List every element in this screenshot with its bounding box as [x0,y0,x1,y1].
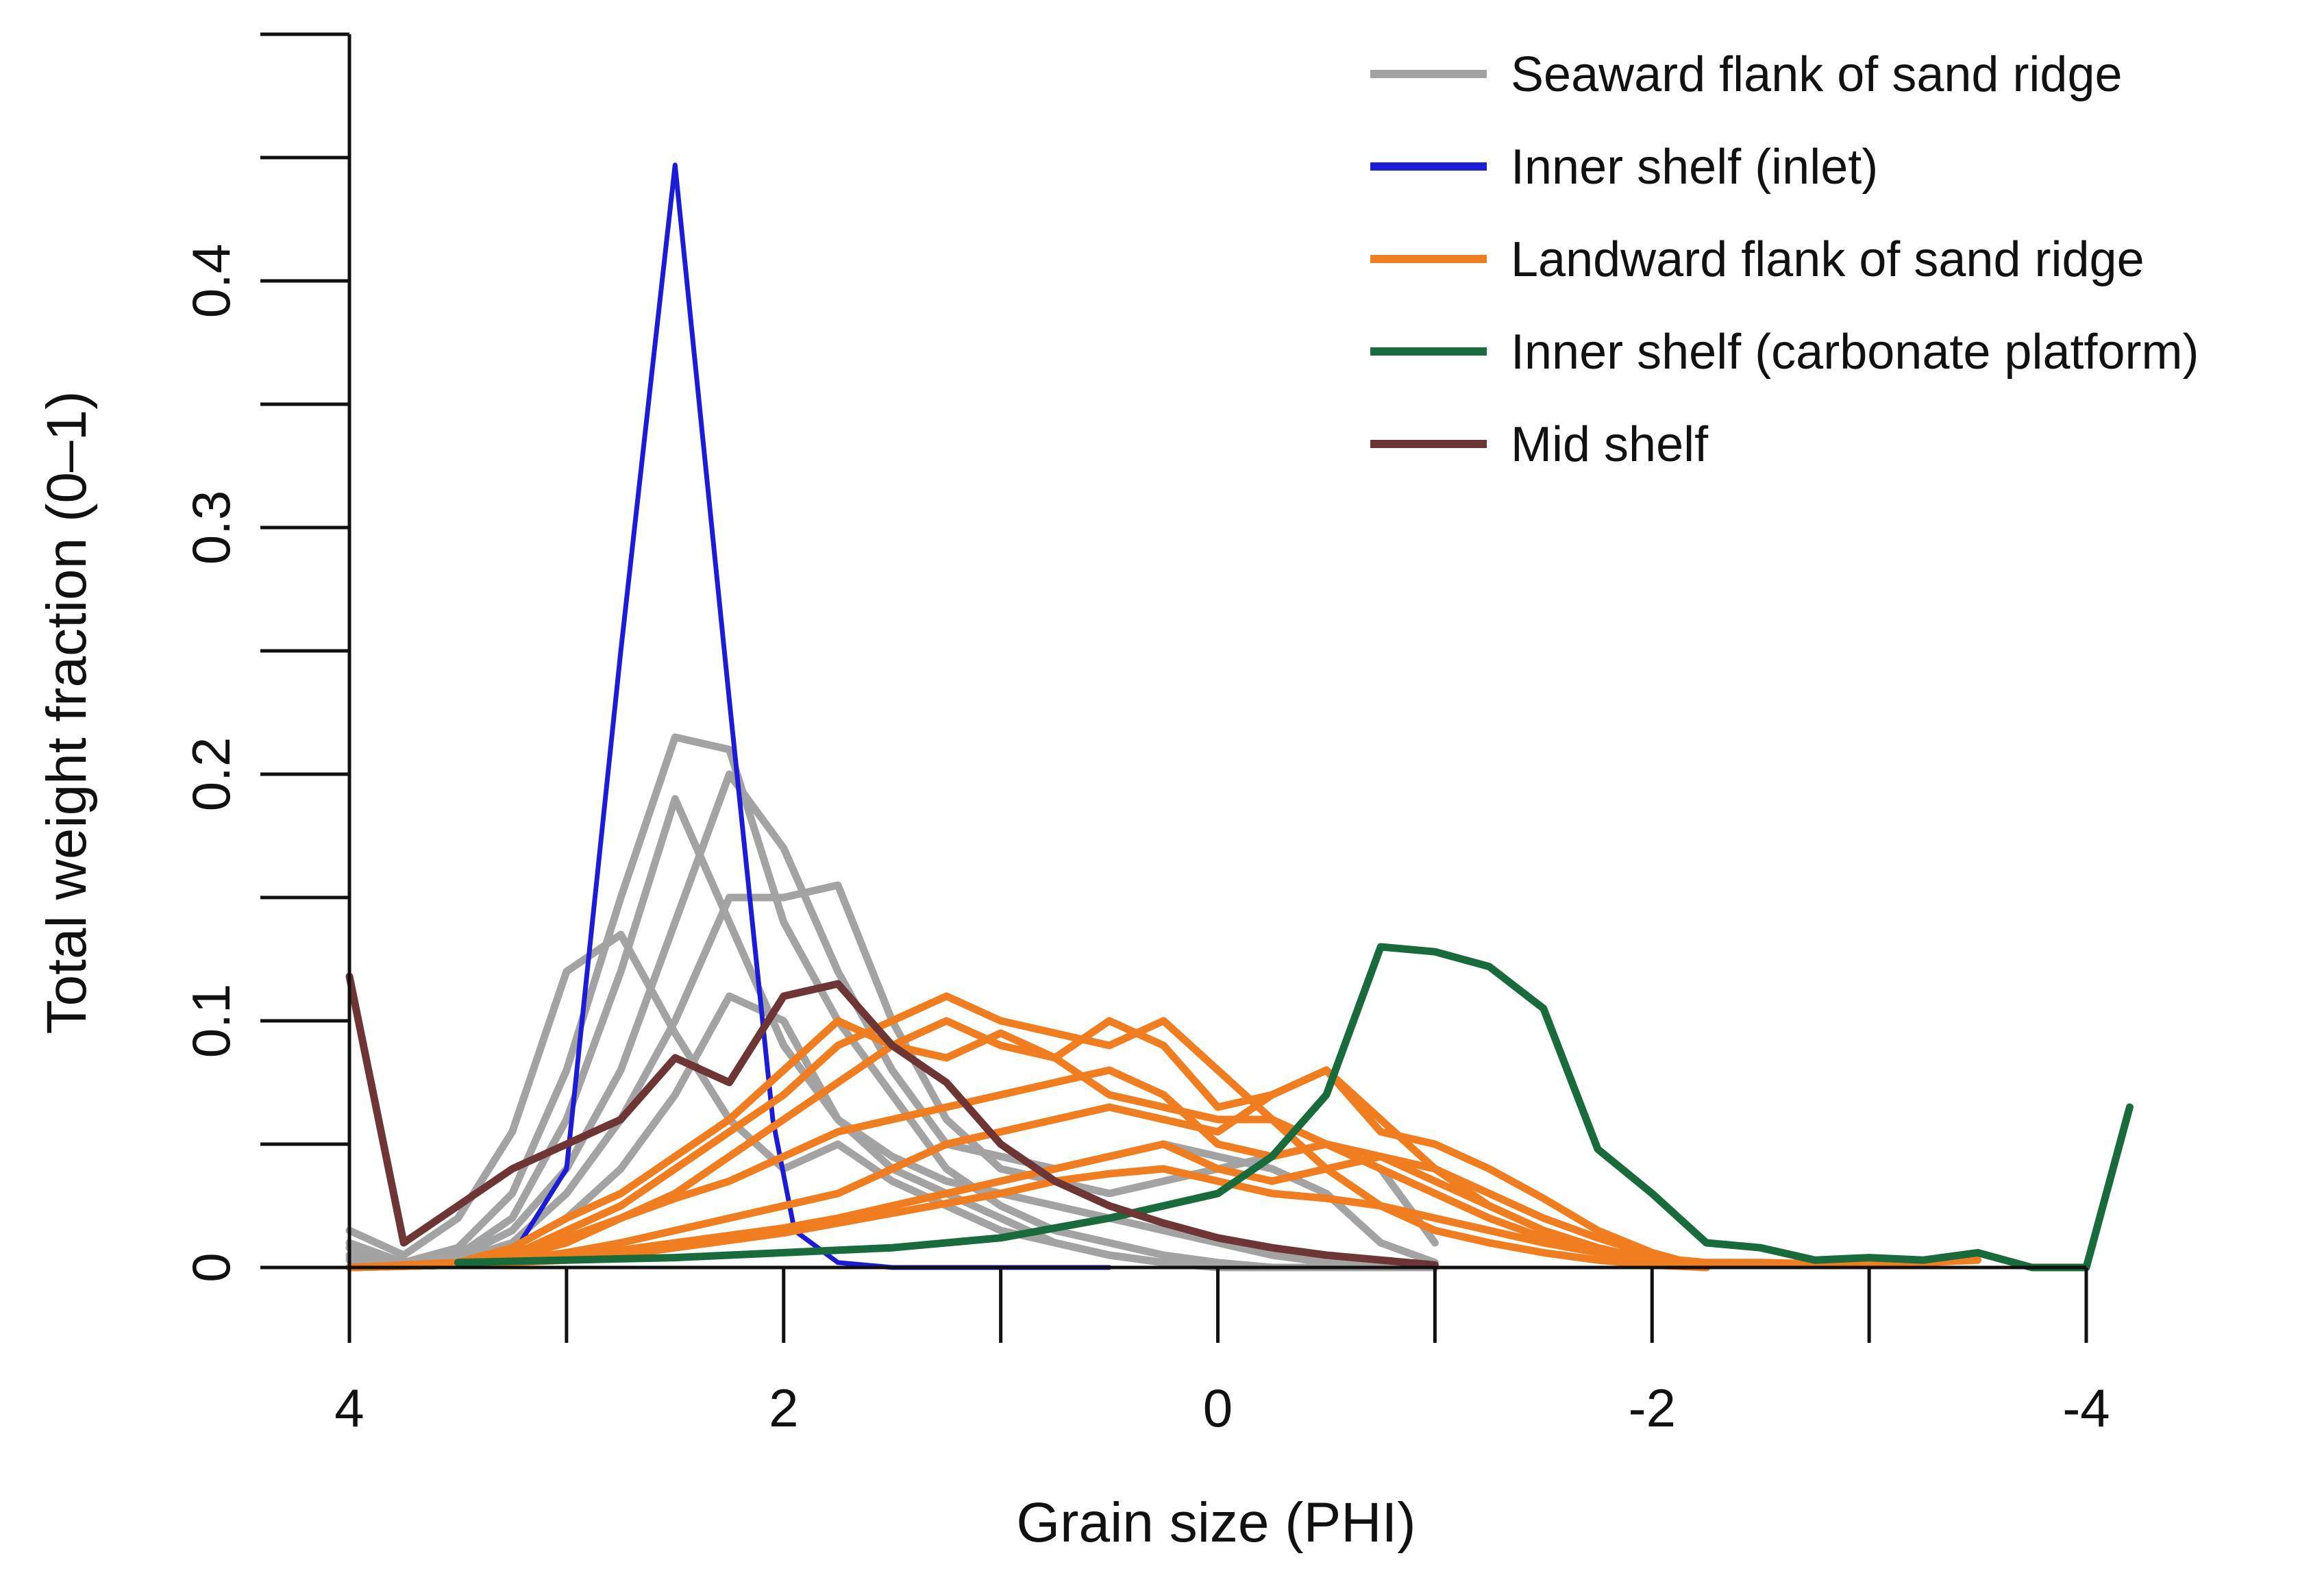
series-line-landward-flank-of-sand-ridge-14 [345,1165,1982,1272]
x-tick-label: -4 [2062,1378,2110,1438]
x-tick-label: 2 [769,1378,798,1438]
x-tick-label: 0 [1203,1378,1233,1438]
y-tick-label: 0.2 [181,737,241,811]
legend-item-inner-shelf-inlet: Inner shelf (inlet) [1370,140,1878,195]
legend-item-seaward-flank-of-sand-ridge: Seaward flank of sand ridge [1370,47,2123,102]
series-line-inner-shelf-carbonate-platform-15 [454,943,2134,1272]
series-line-mid-shelf-16 [345,972,1439,1269]
legend-item-landward-flank-of-sand-ridge: Landward flank of sand ridge [1370,232,2144,287]
y-tick-label: 0 [181,1252,241,1282]
legend-label: Inner shelf (inlet) [1511,140,1878,195]
series-line-landward-flank-of-sand-ridge-12 [345,1066,1710,1272]
x-tick-label: -2 [1629,1378,1676,1438]
series-line-landward-flank-of-sand-ridge-11 [345,1066,1710,1272]
y-axis-title: Total weight fraction (0–1) [36,391,98,1035]
legend: Seaward flank of sand ridge Inner shelf (… [1370,47,2199,472]
series-layer [345,162,2134,1272]
x-axis-tick-labels: 4 2 0 -2 -4 [334,1378,2110,1438]
y-tick-label: 0.1 [181,984,241,1058]
legend-item-inner-shelf-carbonate-platform: Inner shelf (carbonate platform) [1370,325,2199,380]
series-line-landward-flank-of-sand-ridge-13 [345,1140,1710,1272]
y-axis-ticks [260,32,349,1270]
legend-label: Seaward flank of sand ridge [1511,47,2123,102]
x-axis-ticks [347,1267,2088,1343]
series-line-landward-flank-of-sand-ridge-9 [345,992,1710,1272]
x-axis-title: Grain size (PHI) [1016,1492,1416,1554]
legend-label: Landward flank of sand ridge [1511,232,2144,287]
y-tick-label: 0.3 [181,491,241,565]
x-tick-label: 4 [334,1378,364,1438]
legend-label: Inner shelf (carbonate platform) [1511,325,2199,380]
y-tick-label: 0.4 [181,244,241,318]
y-axis-tick-labels: 0 0.1 0.2 0.3 0.4 [181,244,241,1283]
legend-item-mid-shelf: Mid shelf [1370,417,1709,472]
legend-label: Mid shelf [1511,417,1709,472]
